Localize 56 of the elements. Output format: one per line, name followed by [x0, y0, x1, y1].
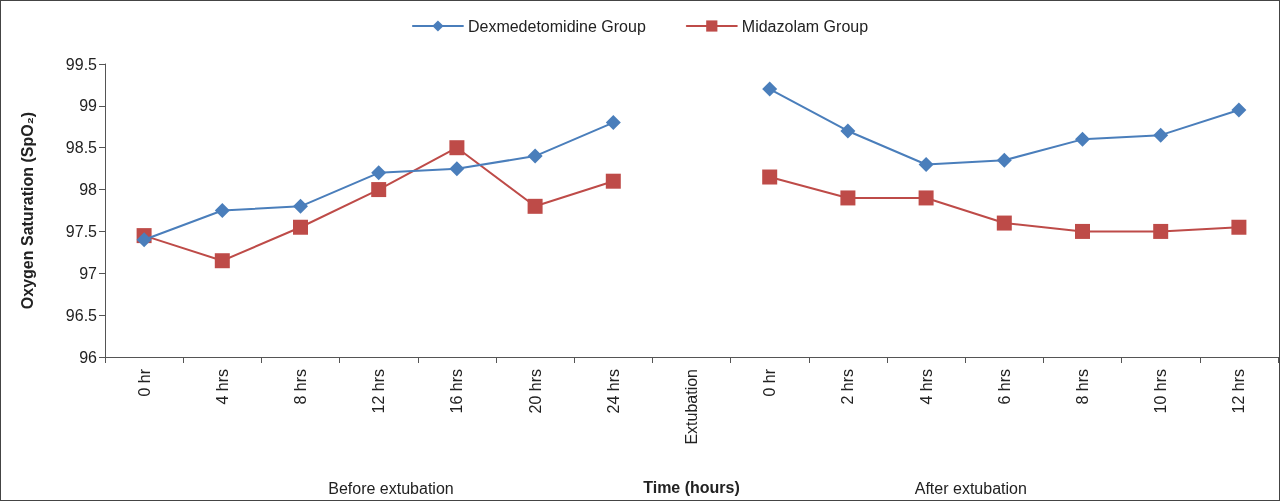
point [371, 165, 387, 181]
point [996, 215, 1012, 231]
point [918, 190, 934, 206]
point [1075, 131, 1090, 147]
x-tick-label: 10 hrs [1152, 369, 1170, 414]
point [293, 198, 308, 214]
point [449, 161, 465, 177]
y-tick-label: 99.5 [65, 55, 98, 73]
point [762, 81, 778, 97]
point [371, 182, 387, 198]
point [1153, 127, 1169, 143]
point [1231, 219, 1247, 235]
point [1231, 102, 1247, 118]
y-tick-label: 96.5 [65, 306, 98, 324]
point [527, 198, 543, 214]
x-tick-label: 8 hrs [1074, 369, 1091, 405]
x-tick-label: 24 hrs [604, 369, 622, 414]
point [293, 219, 308, 235]
x-tick-label: 16 hrs [448, 369, 466, 414]
point [605, 173, 621, 189]
text: After extubation [914, 479, 1027, 497]
x-tick-label: 2 hrs [839, 369, 857, 405]
point [136, 232, 152, 248]
y-tick-label: 98 [79, 181, 98, 199]
y-axis-title: Oxygen Saturation (SpO₂) [18, 111, 36, 310]
x-tick-label: 12 hrs [370, 369, 388, 414]
x-tick-label: 4 hrs [213, 369, 231, 405]
point [605, 115, 621, 131]
x-axis-title: Time (hours) [643, 478, 740, 496]
point [918, 156, 934, 172]
x-tick-label: 0 hr [135, 368, 153, 397]
x-tick-label: Extubation [683, 369, 700, 445]
point [527, 148, 543, 164]
y-tick-label: 96 [79, 348, 98, 366]
y-tick-label: 99 [79, 97, 98, 115]
legend-label: Dexmedetomidine Group [467, 17, 646, 35]
point [214, 203, 230, 218]
point [840, 123, 856, 139]
point [840, 190, 856, 206]
x-tick-label: 4 hrs [917, 369, 935, 405]
y-tick-label: 97.5 [65, 222, 98, 240]
x-tick-label: 12 hrs [1230, 369, 1248, 414]
point [762, 169, 778, 185]
text: Before extubation [328, 479, 454, 497]
point [996, 152, 1012, 168]
legend-label: Midazolam Group [741, 17, 869, 35]
x-tick-label: 20 hrs [526, 369, 544, 414]
y-tick-label: 98.5 [65, 139, 98, 157]
point [1153, 223, 1169, 239]
x-tick-label: 0 hr [761, 368, 779, 397]
x-tick-label: 8 hrs [292, 369, 309, 405]
point [214, 253, 230, 269]
x-tick-label: 6 hrs [995, 369, 1013, 405]
point [449, 140, 465, 156]
y-tick-label: 97 [79, 264, 98, 282]
point [1075, 223, 1090, 239]
